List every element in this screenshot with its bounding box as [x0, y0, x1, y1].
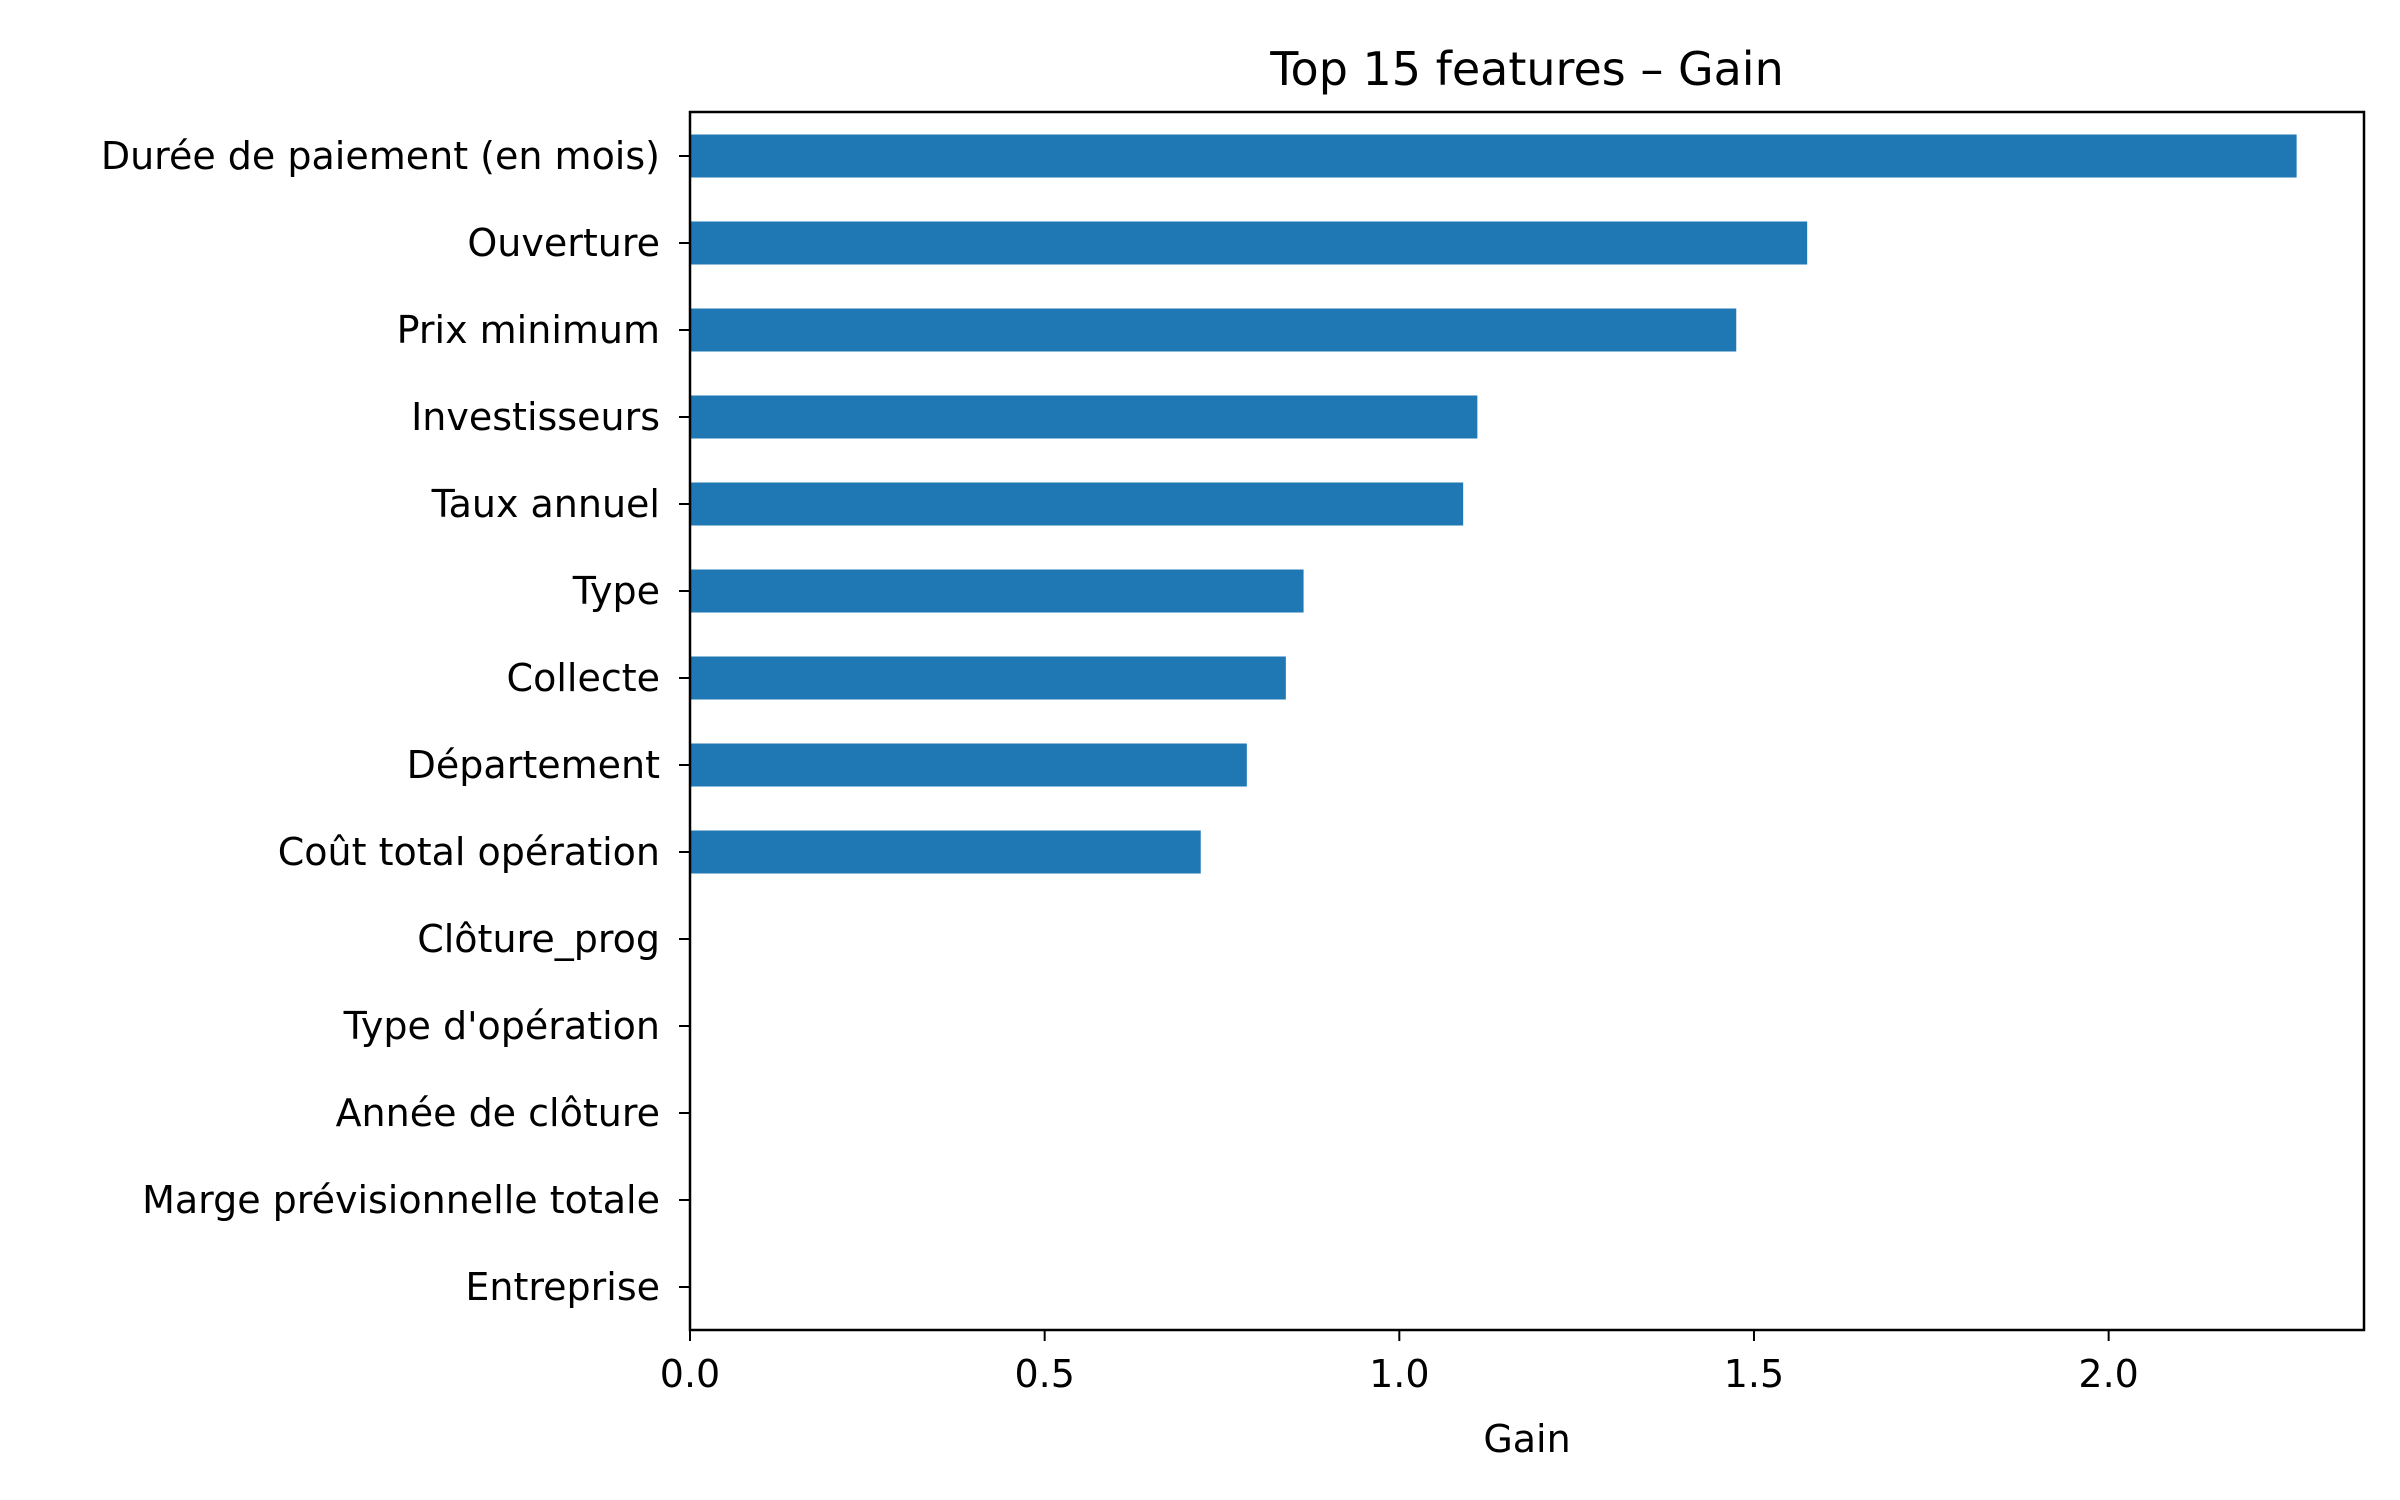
bar-7 [690, 656, 1286, 700]
x-tick-label: 2.0 [2078, 1352, 2138, 1396]
x-tick-label: 1.0 [1369, 1352, 1429, 1396]
bars-group [690, 134, 2297, 874]
bar-2 [690, 221, 1808, 265]
y-tick-label: Collecte [507, 656, 660, 700]
bar-3 [690, 308, 1737, 352]
plot-frame [688, 110, 2366, 1332]
bar-6 [690, 569, 1304, 613]
x-axis: 0.0 0.5 1.0 1.5 2.0 [660, 1330, 2139, 1396]
y-tick-label: Coût total opération [278, 830, 660, 874]
chart-title: Top 15 features – Gain [1269, 42, 1783, 96]
y-tick-label: Clôture_prog [417, 917, 660, 961]
x-axis-label: Gain [1483, 1417, 1570, 1461]
y-tick-label: Investisseurs [411, 395, 660, 439]
bar-1 [690, 134, 2297, 178]
bar-9 [690, 830, 1201, 874]
y-tick-label: Année de clôture [336, 1091, 660, 1135]
y-tick-label: Entreprise [465, 1265, 660, 1309]
y-tick-label: Ouverture [467, 221, 660, 265]
x-tick-label: 0.5 [1014, 1352, 1074, 1396]
y-tick-label: Département [407, 743, 660, 787]
bar-4 [690, 395, 1478, 439]
y-tick-label: Taux annuel [431, 482, 660, 526]
y-tick-label: Type d'opération [343, 1004, 660, 1048]
bar-5 [690, 482, 1464, 526]
y-tick-label: Marge prévisionnelle totale [142, 1178, 660, 1222]
y-axis: Durée de paiement (en mois) Ouverture Prix… [101, 134, 690, 1309]
y-tick-label: Durée de paiement (en mois) [101, 134, 660, 178]
x-tick-label: 0.0 [660, 1352, 720, 1396]
bar-8 [690, 743, 1247, 787]
y-tick-label: Type [572, 569, 660, 613]
x-tick-label: 1.5 [1724, 1352, 1784, 1396]
y-tick-label: Prix minimum [397, 308, 660, 352]
